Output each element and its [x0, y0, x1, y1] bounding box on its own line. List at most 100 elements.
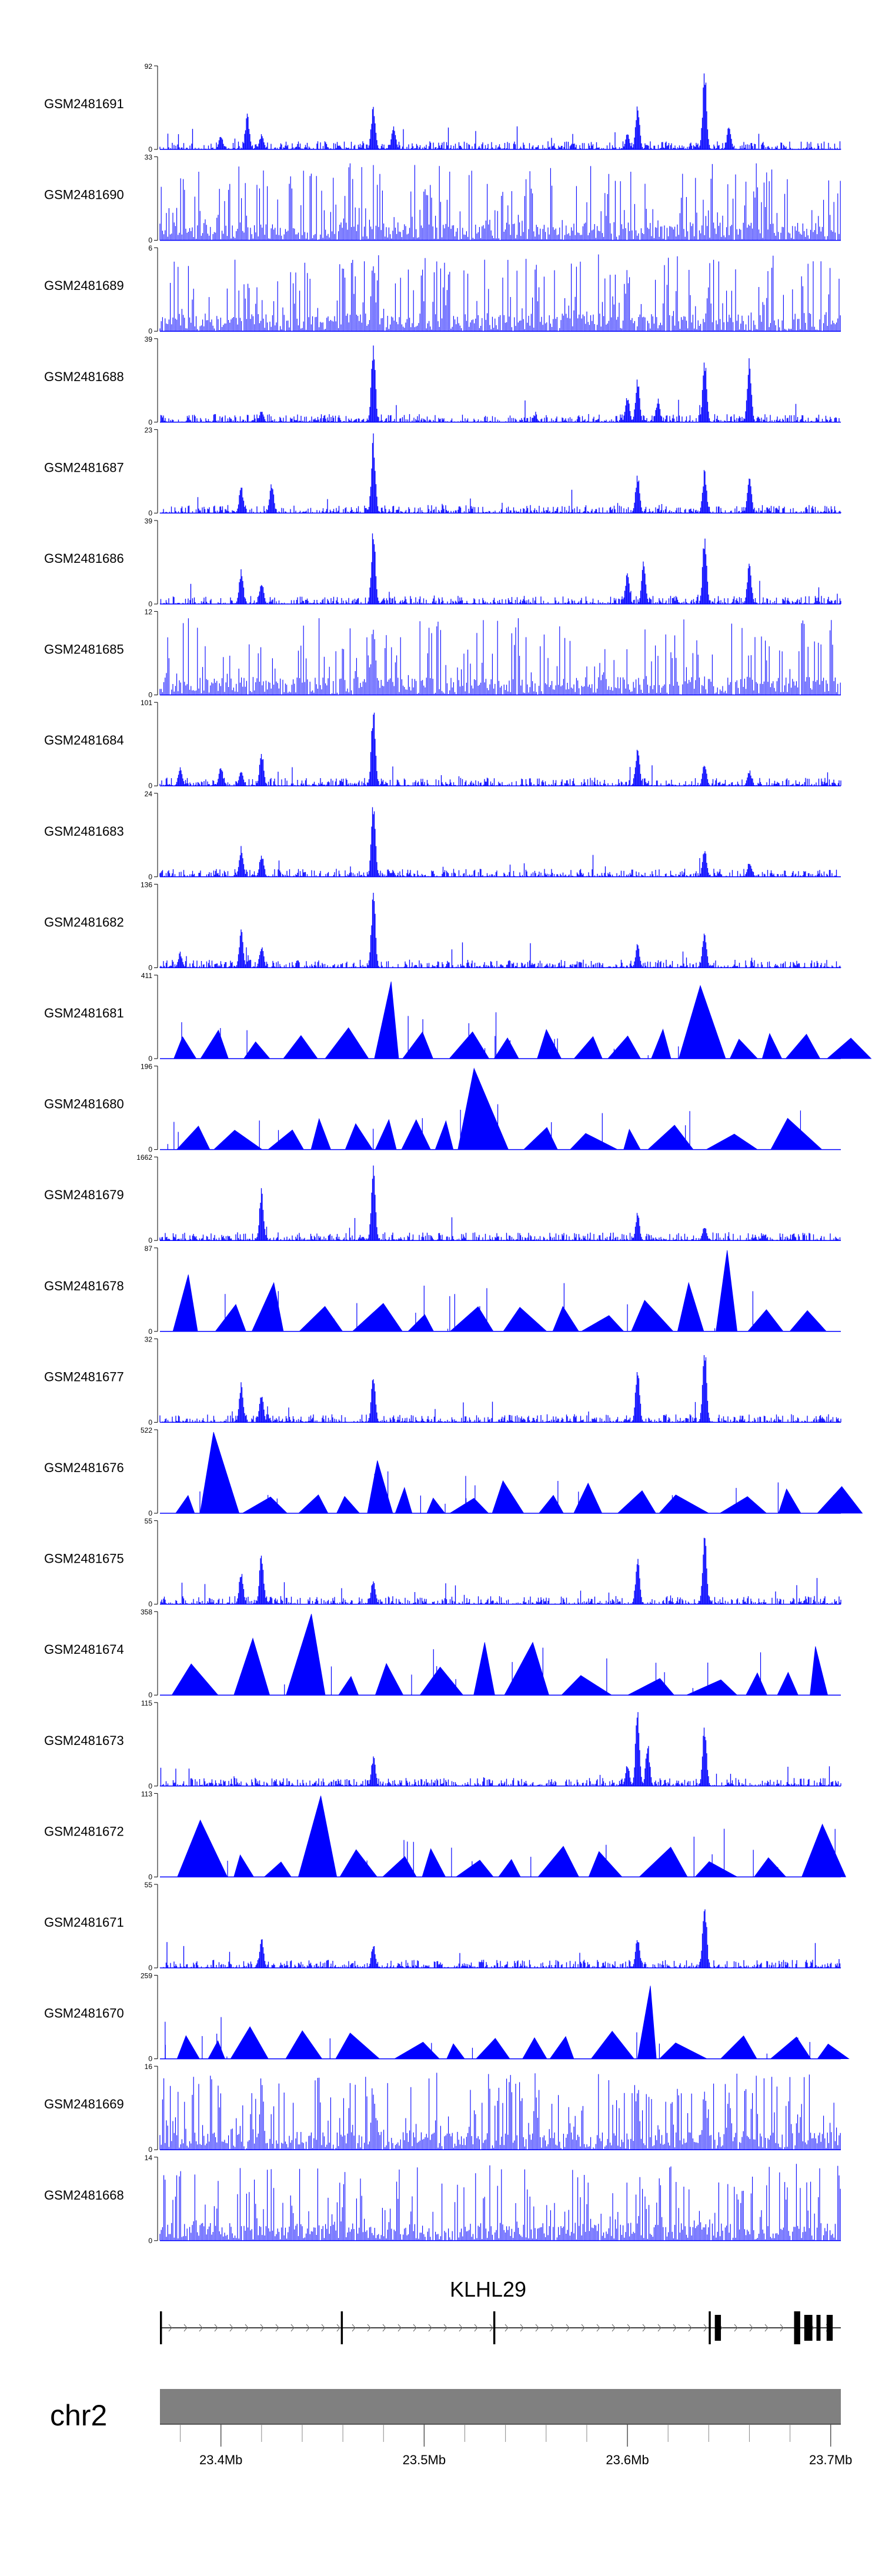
coverage-peak	[498, 1858, 521, 1877]
coverage-peak	[549, 2036, 574, 2059]
coverage-peak	[382, 1856, 417, 1877]
y-max-label: 16	[145, 2063, 153, 2071]
coverage-peak	[639, 1846, 688, 1877]
coverage-peak	[817, 2043, 850, 2059]
y-min-label: 0	[148, 236, 152, 245]
genome-tick-label: 23.6Mb	[606, 2452, 649, 2467]
y-max-label: 24	[145, 790, 153, 798]
strand-arrow-icon	[612, 2324, 616, 2332]
coverage-peak	[658, 1494, 710, 1514]
track-gsm2481685: GSM2481685 12 0	[44, 608, 841, 699]
coverage-peak	[537, 1029, 562, 1059]
y-min-label: 0	[148, 1236, 152, 1244]
track-label: GSM2481674	[44, 1642, 124, 1657]
strand-arrow-icon	[703, 2324, 707, 2332]
coverage-peak	[325, 1027, 369, 1059]
coverage-signal	[159, 533, 841, 604]
track-label: GSM2481676	[44, 1460, 124, 1475]
track-gsm2481679: GSM2481679 1662 0	[44, 1153, 841, 1244]
track-gsm2481687: GSM2481687 23 0	[44, 426, 841, 517]
coverage-peak	[200, 1029, 229, 1059]
coverage-peak	[176, 2035, 200, 2059]
y-min-label: 0	[148, 418, 152, 426]
track-label: GSM2481675	[44, 1551, 124, 1566]
coverage-peak	[267, 1129, 305, 1150]
y-max-label: 14	[145, 2154, 153, 2162]
coverage-peak	[435, 1120, 454, 1150]
strand-arrow-icon	[183, 2324, 188, 2332]
gene-exon	[826, 2315, 833, 2341]
coverage-peak	[199, 1432, 240, 1514]
strand-arrow-icon	[749, 2324, 753, 2332]
coverage-peak	[251, 1282, 284, 1332]
coverage-peak	[449, 1497, 489, 1514]
track-gsm2481670: GSM2481670 259 0	[44, 1972, 850, 2063]
track-label: GSM2481679	[44, 1187, 124, 1202]
y-max-label: 196	[141, 1063, 152, 1071]
track-gsm2481674: GSM2481674 358 0	[44, 1608, 841, 1699]
coverage-peak	[503, 1307, 547, 1332]
gene-exon	[160, 2311, 162, 2344]
coverage-peak	[475, 2038, 510, 2059]
strand-arrow-icon	[505, 2324, 509, 2332]
strand-arrow-icon	[290, 2324, 295, 2332]
coverage-peak	[422, 1848, 446, 1877]
coverage-peak	[375, 1119, 397, 1150]
coverage-peak	[446, 2043, 465, 2059]
y-max-label: 12	[145, 608, 153, 616]
y-min-label: 0	[148, 327, 152, 335]
coverage-peak	[761, 1033, 783, 1059]
track-label: GSM2481690	[44, 188, 124, 202]
track-gsm2481669: GSM2481669 16 0	[44, 2063, 841, 2154]
track-label: GSM2481687	[44, 460, 124, 475]
track-label: GSM2481668	[44, 2188, 124, 2203]
track-label: GSM2481678	[44, 1279, 124, 1293]
coverage-peak	[352, 1303, 403, 1332]
y-min-label: 0	[148, 1600, 152, 1609]
strand-arrow-icon	[214, 2324, 218, 2332]
track-label: GSM2481691	[44, 96, 124, 111]
strand-arrow-icon	[367, 2324, 371, 2332]
y-min-label: 0	[148, 1418, 152, 1426]
coverage-peak	[537, 1846, 580, 1877]
y-max-label: 87	[145, 1244, 153, 1253]
y-max-label: 39	[145, 335, 153, 343]
coverage-peak	[233, 1854, 255, 1877]
coverage-peak	[729, 1039, 759, 1059]
coverage-peak	[401, 1119, 431, 1150]
y-min-label: 0	[148, 1146, 152, 1154]
coverage-peak	[299, 1306, 343, 1332]
track-label: GSM2481689	[44, 278, 124, 293]
coverage-peak	[561, 1675, 613, 1696]
genome-tick-label: 23.7Mb	[809, 2452, 852, 2467]
coverage-peak	[522, 2037, 547, 2059]
coverage-peak	[770, 2036, 811, 2059]
track-label: GSM2481681	[44, 1006, 124, 1020]
coverage-signal	[159, 1909, 841, 1968]
coverage-peak	[402, 1031, 433, 1059]
coverage-peak	[631, 1300, 674, 1332]
coverage-peak	[719, 1496, 767, 1514]
coverage-peak	[789, 1310, 827, 1332]
y-max-label: 92	[145, 62, 153, 71]
track-gsm2481683: GSM2481683 24 0	[44, 790, 841, 881]
gene-exon	[340, 2311, 343, 2344]
gene-exon	[804, 2315, 813, 2341]
track-gsm2481671: GSM2481671 55 0	[44, 1881, 841, 1972]
coverage-peak	[345, 1123, 373, 1150]
coverage-peak	[298, 1494, 329, 1514]
coverage-peak	[285, 2030, 323, 2059]
strand-arrow-icon	[535, 2324, 539, 2332]
track-gsm2481676: GSM2481676 522 0	[44, 1426, 863, 1517]
coverage-signal	[159, 1165, 841, 1241]
y-max-label: 522	[141, 1426, 152, 1434]
strand-arrow-icon	[199, 2324, 203, 2332]
coverage-peak	[375, 1663, 404, 1696]
strand-arrow-icon	[566, 2324, 570, 2332]
coverage-peak	[705, 1133, 759, 1150]
coverage-peak	[810, 1646, 828, 1696]
y-max-label: 136	[141, 880, 152, 889]
coverage-peak	[492, 1480, 524, 1514]
gene-exon	[714, 2315, 721, 2341]
